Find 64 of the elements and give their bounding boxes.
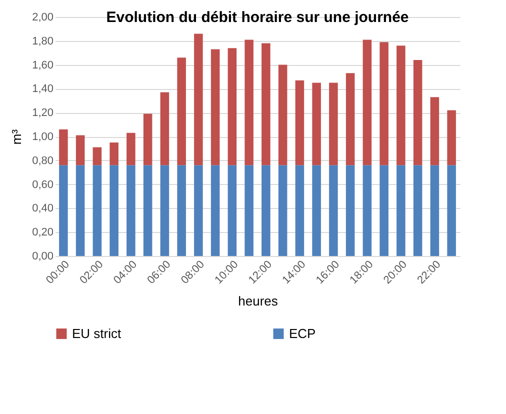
bar bbox=[362, 40, 372, 166]
y-tick-label: 1,80 bbox=[32, 35, 54, 48]
y-tick-label: 1,60 bbox=[32, 59, 54, 72]
bar bbox=[160, 92, 170, 166]
bar bbox=[92, 147, 102, 166]
bar bbox=[228, 48, 237, 166]
bar bbox=[447, 110, 456, 166]
legend-label: ECP bbox=[289, 326, 316, 341]
y-tick-label: 0,20 bbox=[32, 226, 54, 239]
bar bbox=[59, 129, 68, 166]
bar bbox=[244, 40, 254, 166]
bar bbox=[126, 165, 136, 256]
bar bbox=[228, 165, 237, 256]
y-tick-label: 0,00 bbox=[32, 250, 54, 262]
bar bbox=[380, 42, 388, 166]
bar bbox=[329, 82, 338, 166]
bar bbox=[346, 73, 355, 166]
bar bbox=[177, 58, 186, 166]
bar bbox=[160, 165, 170, 256]
y-tick-label: 0,80 bbox=[32, 154, 54, 167]
bar bbox=[380, 165, 388, 256]
y-tick-label: 1,20 bbox=[32, 107, 54, 120]
bar bbox=[92, 165, 102, 256]
bar bbox=[362, 165, 372, 256]
bar bbox=[210, 165, 220, 256]
bar bbox=[430, 165, 440, 256]
bar bbox=[262, 43, 270, 166]
bar bbox=[447, 165, 456, 256]
bar bbox=[210, 49, 220, 166]
bar bbox=[413, 165, 422, 256]
bar bbox=[76, 135, 85, 166]
bar bbox=[194, 34, 203, 166]
bar bbox=[110, 142, 118, 166]
y-tick-label: 0,40 bbox=[32, 202, 54, 215]
bar bbox=[413, 60, 422, 166]
chart-title: Evolution du débit horaire sur une journée bbox=[106, 9, 409, 26]
bar bbox=[295, 80, 304, 166]
bar bbox=[76, 165, 85, 256]
bar bbox=[143, 114, 152, 166]
bar bbox=[295, 165, 304, 256]
y-axis-title: m³ bbox=[9, 128, 24, 145]
bar bbox=[177, 165, 186, 256]
bar bbox=[396, 46, 406, 166]
bar bbox=[194, 165, 203, 256]
bar bbox=[278, 64, 288, 166]
y-tick-label: 1,00 bbox=[32, 131, 54, 143]
bar bbox=[278, 165, 288, 256]
bar bbox=[430, 97, 440, 166]
bar bbox=[262, 165, 270, 256]
bar bbox=[312, 165, 321, 256]
bar bbox=[329, 165, 338, 256]
y-tick-label: 1,40 bbox=[32, 83, 54, 96]
y-tick-label: 0,60 bbox=[32, 178, 54, 191]
x-axis-title: heures bbox=[238, 294, 278, 309]
bar bbox=[110, 165, 118, 256]
bar bbox=[126, 132, 136, 166]
bar bbox=[143, 165, 152, 256]
bar bbox=[59, 165, 68, 256]
y-tick-label: 2,00 bbox=[32, 12, 54, 24]
bar bbox=[312, 82, 321, 166]
legend-label: EU strict bbox=[72, 326, 122, 341]
bar bbox=[346, 165, 355, 256]
bar bbox=[396, 165, 406, 256]
bar bbox=[244, 165, 254, 256]
